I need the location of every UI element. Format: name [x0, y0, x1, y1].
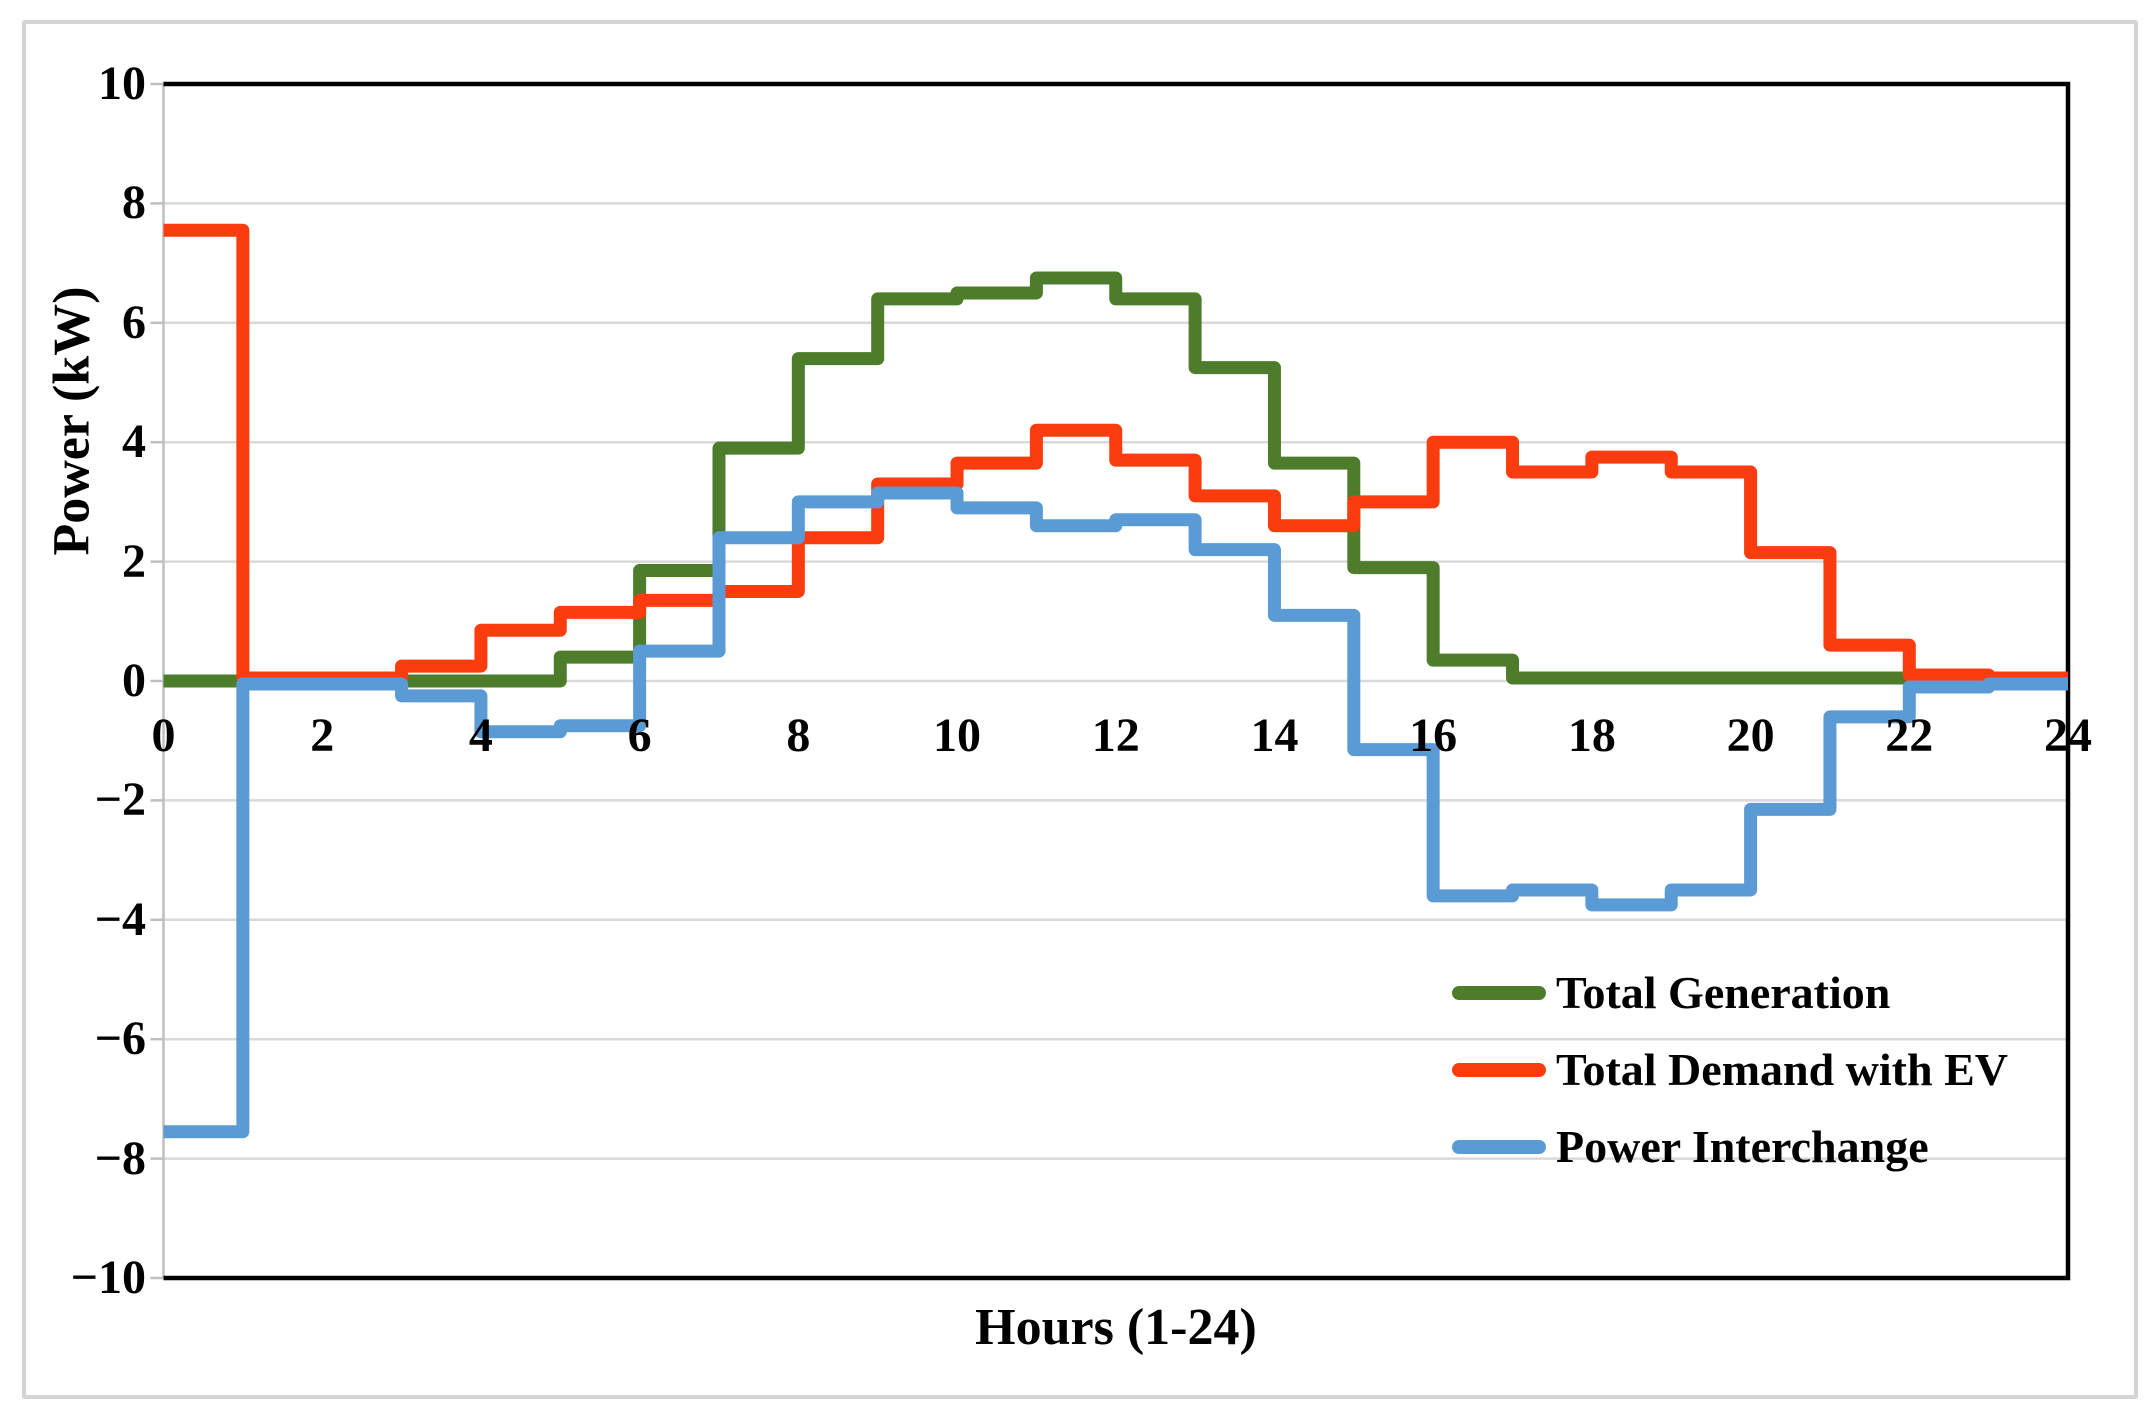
x-tick-label: 8 [786, 709, 811, 762]
x-tick-label: 18 [1567, 709, 1616, 762]
legend-line-swatch-blue [1452, 1139, 1546, 1154]
y-axis-title: Power (kW) [43, 286, 101, 556]
y-tick-label: 2 [122, 534, 146, 588]
legend-label: Power Interchange [1556, 1120, 1929, 1172]
y-tick-label: −10 [70, 1251, 146, 1304]
legend-line-swatch-green [1452, 985, 1546, 1000]
y-tick-label: 8 [122, 176, 146, 230]
y-tick-label: 6 [122, 295, 146, 349]
series-line-power-interchange [163, 486, 2068, 1139]
legend-entry-total-demand-with-ev: Total Demand with EV [1452, 1031, 2008, 1108]
x-tick-label: 10 [933, 709, 982, 762]
y-tick-label: −2 [94, 773, 146, 827]
x-tick-label: 24 [2044, 709, 2092, 762]
y-tick-label: 10 [98, 57, 146, 110]
y-tick-label: −4 [94, 892, 146, 946]
x-tick-label: 6 [627, 709, 652, 762]
x-tick-label: 2 [310, 709, 335, 762]
legend-entry-power-interchange: Power Interchange [1452, 1108, 2008, 1185]
x-tick-label: 4 [468, 709, 493, 762]
y-tick-label: −8 [94, 1131, 146, 1185]
x-tick-label: 12 [1091, 709, 1140, 762]
x-axis-title: Hours (1-24) [975, 1299, 1257, 1356]
x-tick-label: 14 [1250, 709, 1299, 762]
y-tick-label: 0 [122, 654, 146, 707]
legend-entry-total-generation: Total Generation [1452, 954, 2008, 1031]
x-tick-label: 22 [1885, 709, 1934, 762]
x-tick-label: 16 [1409, 709, 1458, 762]
x-tick-label: 20 [1726, 709, 1775, 762]
legend-label: Total Generation [1556, 966, 1891, 1018]
series-line-total-generation [163, 271, 2068, 688]
x-tick-label: 0 [151, 709, 176, 762]
series-line-total-demand-with-ev [163, 223, 2068, 685]
legend-line-swatch-red [1452, 1062, 1546, 1077]
y-tick-label: 4 [122, 415, 146, 469]
legend-label: Total Demand with EV [1556, 1043, 2008, 1095]
legend: Total Generation Total Demand with EV Po… [1452, 954, 2008, 1185]
y-tick-label: −6 [94, 1012, 146, 1066]
